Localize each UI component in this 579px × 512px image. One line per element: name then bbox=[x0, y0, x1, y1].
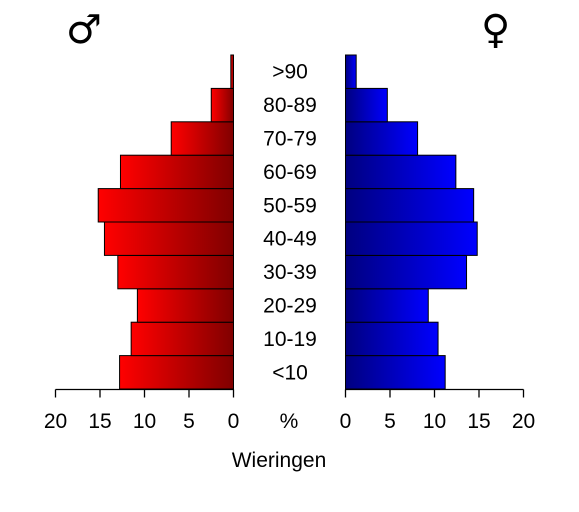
age-group-label: 40-49 bbox=[263, 228, 317, 251]
male-bar bbox=[210, 87, 234, 123]
axis-tick-label: 0 bbox=[228, 410, 240, 433]
male-bar bbox=[117, 254, 234, 290]
female-bar bbox=[345, 188, 475, 223]
female-bar bbox=[345, 288, 429, 323]
male-symbol-icon: ♂ bbox=[66, 7, 102, 53]
male-bar bbox=[97, 188, 234, 223]
male-bars bbox=[97, 54, 235, 390]
age-group-label: >90 bbox=[272, 61, 308, 84]
axis-tick-label: 5 bbox=[183, 410, 195, 433]
age-group-label: 30-39 bbox=[263, 261, 317, 284]
axis-tick-label: 10 bbox=[423, 410, 446, 433]
age-group-label: 20-29 bbox=[263, 295, 317, 318]
age-group-label: 60-69 bbox=[263, 161, 317, 184]
female-bar bbox=[345, 254, 468, 290]
age-group-label: 80-89 bbox=[263, 94, 317, 117]
male-bar bbox=[119, 355, 234, 390]
female-bar bbox=[345, 221, 478, 256]
male-bar bbox=[130, 321, 234, 357]
female-bars bbox=[345, 54, 478, 390]
female-bar bbox=[345, 121, 419, 156]
axis-tick-label: 10 bbox=[133, 410, 156, 433]
female-bar bbox=[345, 355, 446, 390]
axis-tick-label: 20 bbox=[44, 410, 67, 433]
age-group-label: 10-19 bbox=[263, 328, 317, 351]
age-group-label: 70-79 bbox=[263, 128, 317, 151]
axis-tick-label: 15 bbox=[88, 410, 111, 433]
male-bar bbox=[103, 221, 234, 256]
male-bar bbox=[136, 288, 235, 323]
male-bar bbox=[119, 154, 234, 190]
x-axis-label: Wieringen bbox=[232, 449, 327, 472]
female-bar bbox=[345, 54, 357, 89]
age-group-label: 50-59 bbox=[263, 194, 317, 217]
age-group-label: <10 bbox=[272, 361, 308, 384]
female-bar bbox=[345, 321, 439, 357]
female-bar bbox=[345, 154, 457, 190]
female-x-axis: 0 5 10 15 20 bbox=[340, 388, 535, 433]
male-x-axis: 20 15 10 5 0 bbox=[44, 388, 240, 433]
male-bar bbox=[230, 54, 235, 89]
age-group-labels: <10 10-19 20-29 30-39 40-49 50-59 60-69 70-79 80… bbox=[263, 61, 317, 385]
male-bar bbox=[170, 121, 234, 156]
axis-tick-label: 20 bbox=[512, 410, 535, 433]
center-unit-label: % bbox=[280, 410, 299, 433]
axis-tick-label: 5 bbox=[384, 410, 396, 433]
axis-tick-label: 15 bbox=[467, 410, 490, 433]
female-bar bbox=[345, 87, 388, 123]
axis-tick-label: 0 bbox=[340, 410, 352, 433]
female-symbol-icon: ♀ bbox=[481, 7, 510, 53]
